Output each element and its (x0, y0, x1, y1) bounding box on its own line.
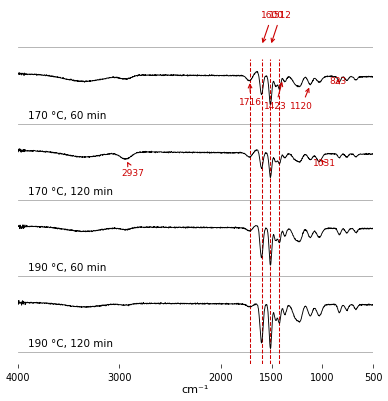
Text: 190 °C, 60 min: 190 °C, 60 min (28, 263, 106, 273)
Text: 170 °C, 60 min: 170 °C, 60 min (28, 111, 106, 121)
Text: 170 °C, 120 min: 170 °C, 120 min (28, 187, 113, 197)
Text: 1512: 1512 (269, 11, 292, 42)
Text: 2937: 2937 (122, 163, 145, 178)
Text: 1120: 1120 (290, 89, 313, 111)
Text: 1423: 1423 (264, 83, 287, 111)
Text: 190 °C, 120 min: 190 °C, 120 min (28, 339, 113, 349)
Text: 1031: 1031 (313, 159, 336, 168)
Text: 833: 833 (329, 77, 347, 86)
Text: 1600: 1600 (260, 11, 284, 42)
Text: 1716: 1716 (239, 84, 262, 107)
X-axis label: cm⁻¹: cm⁻¹ (182, 385, 209, 395)
